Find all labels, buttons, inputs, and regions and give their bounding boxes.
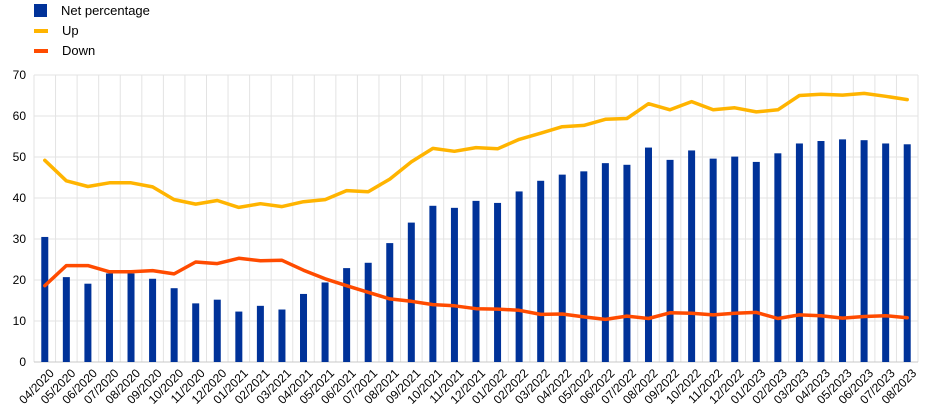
- bar-net-percentage: [731, 156, 739, 362]
- bar-net-percentage: [149, 278, 157, 362]
- bar-net-percentage: [817, 141, 825, 362]
- bar-net-percentage: [235, 311, 243, 362]
- bar-net-percentage: [429, 205, 437, 362]
- line-up: [43, 91, 909, 210]
- legend-item-net-percentage: Net percentage: [34, 0, 150, 20]
- y-tick-label: 10: [13, 314, 27, 328]
- bar-net-percentage: [580, 171, 588, 362]
- bar-net-percentage: [839, 139, 847, 362]
- bar-net-percentage: [407, 222, 415, 362]
- bar-net-percentage: [666, 159, 674, 362]
- legend-item-up: Up: [34, 20, 150, 40]
- bar-net-percentage: [364, 262, 372, 362]
- legend-swatch-down: [34, 48, 48, 53]
- bar-net-percentage: [903, 144, 911, 362]
- bar-net-percentage: [127, 273, 135, 362]
- legend-label-net-percentage: Net percentage: [61, 2, 150, 18]
- bar-net-percentage: [472, 200, 480, 362]
- bar-net-percentage: [343, 268, 351, 362]
- bar-net-percentage: [644, 147, 652, 362]
- bar-net-percentage: [278, 309, 286, 362]
- bar-net-percentage: [105, 273, 113, 362]
- bar-net-percentage: [41, 236, 49, 362]
- legend-label-down: Down: [62, 42, 96, 58]
- bar-net-percentage: [558, 174, 566, 362]
- bar-net-percentage: [515, 191, 523, 362]
- bar-net-percentage: [321, 282, 329, 362]
- bar-net-percentage: [623, 164, 631, 362]
- legend: Net percentage Up Down: [34, 0, 150, 60]
- y-tick-label: 0: [19, 355, 26, 369]
- legend-swatch-net-percentage: [34, 3, 47, 17]
- bar-net-percentage: [709, 158, 717, 362]
- y-tick-label: 30: [13, 232, 27, 246]
- bar-net-percentage: [192, 303, 200, 362]
- bar-net-percentage: [62, 277, 70, 362]
- bar-net-percentage: [84, 283, 92, 362]
- bar-net-percentage: [386, 243, 394, 362]
- bar-net-percentage: [537, 180, 545, 362]
- bar-net-percentage: [882, 143, 890, 362]
- bar-net-percentage: [213, 299, 221, 362]
- bar-net-percentage: [752, 161, 760, 362]
- bar-net-percentage: [170, 288, 178, 362]
- y-tick-label: 50: [13, 150, 27, 164]
- y-tick-label: 40: [13, 191, 27, 205]
- y-tick-label: 70: [13, 68, 27, 82]
- bar-net-percentage: [795, 143, 803, 362]
- bar-net-percentage: [494, 202, 502, 362]
- bar-net-percentage: [860, 140, 868, 362]
- legend-item-down: Down: [34, 40, 150, 60]
- bar-net-percentage: [601, 163, 609, 362]
- y-tick-label: 60: [13, 109, 27, 123]
- bar-net-percentage: [688, 150, 696, 362]
- legend-label-up: Up: [62, 22, 79, 38]
- bar-net-percentage: [774, 153, 782, 362]
- bar-net-percentage: [300, 293, 308, 362]
- bar-net-percentage: [256, 305, 264, 362]
- bar-net-percentage: [450, 207, 458, 362]
- line-down: [43, 256, 909, 322]
- legend-swatch-up: [34, 28, 48, 33]
- y-tick-label: 20: [13, 273, 27, 287]
